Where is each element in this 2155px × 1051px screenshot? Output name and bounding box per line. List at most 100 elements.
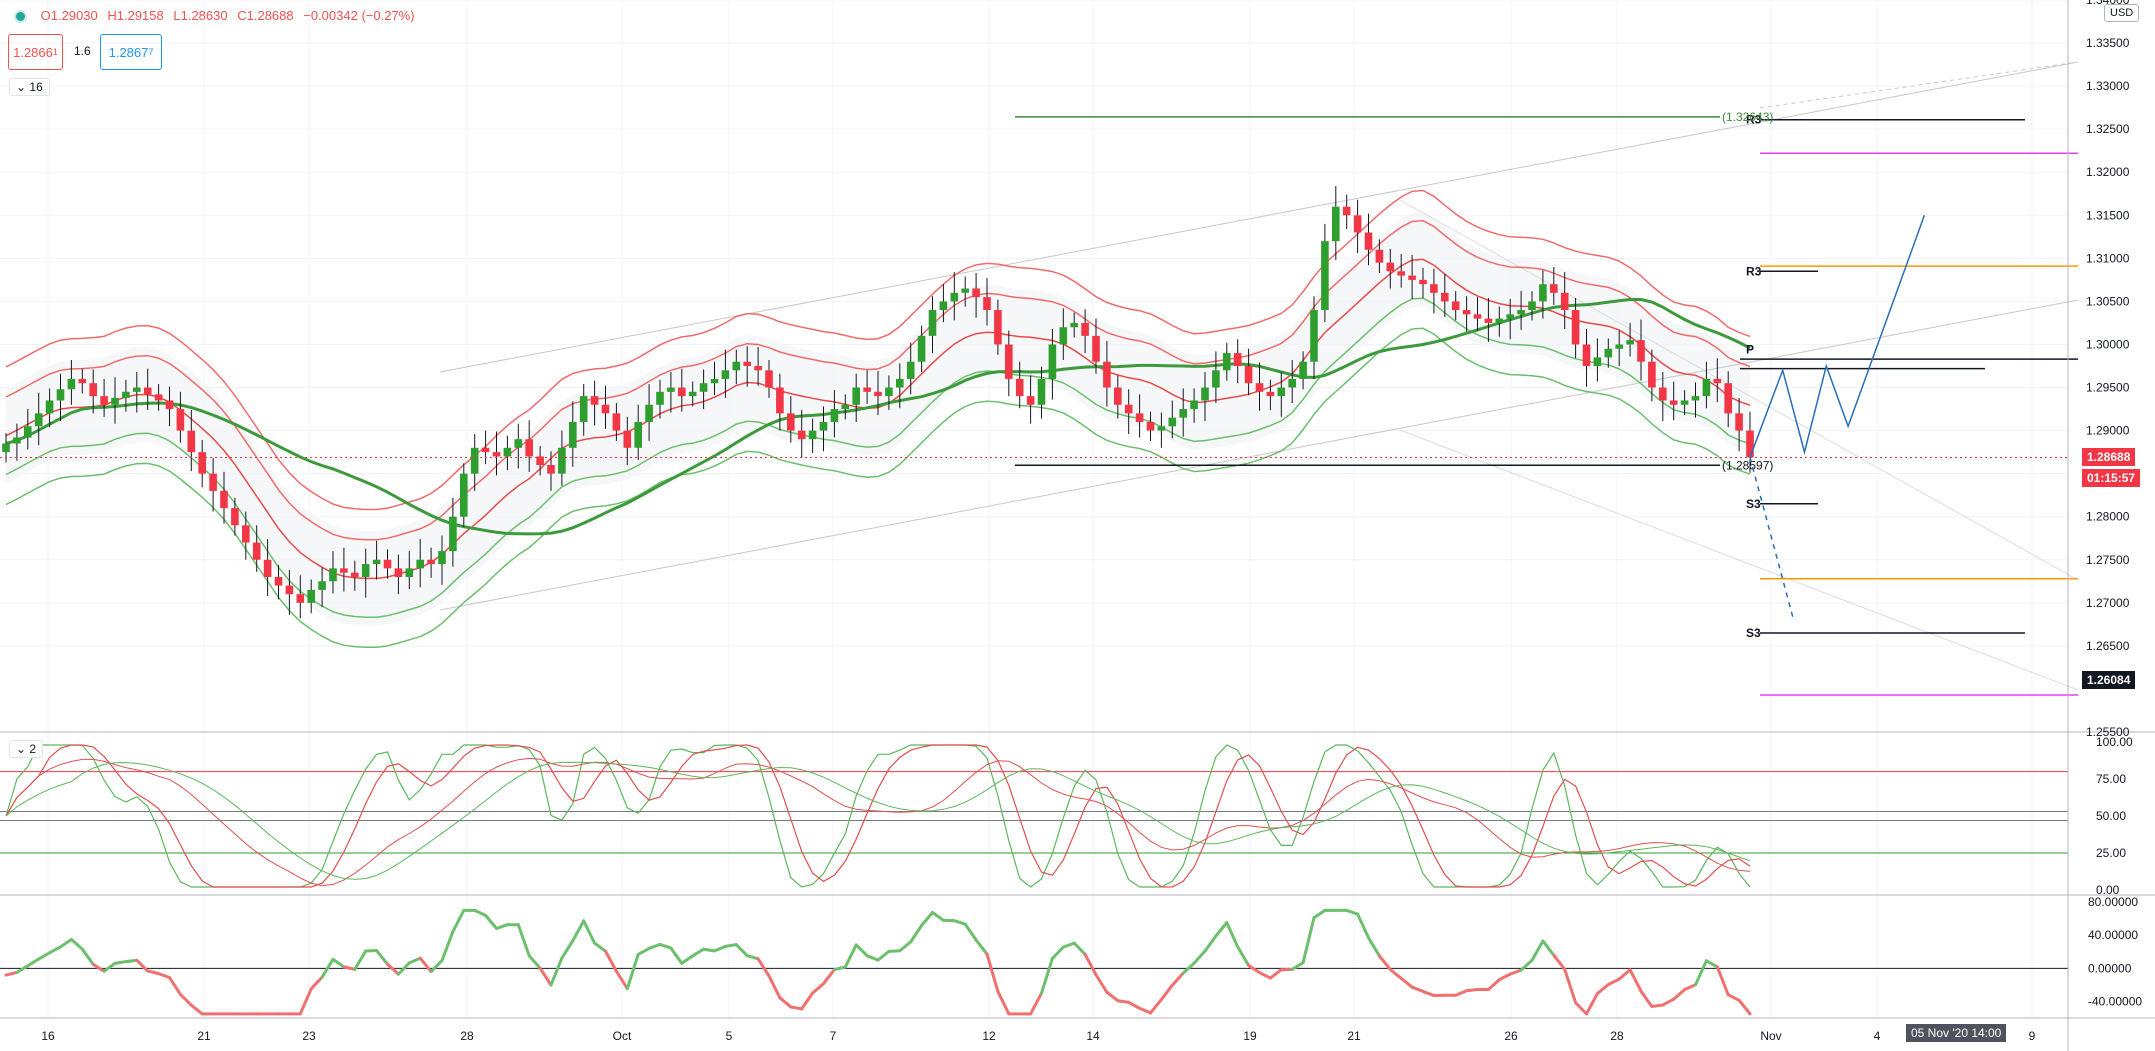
candle-body: [1626, 340, 1634, 345]
candle-body: [165, 400, 174, 410]
momentum-segment: [931, 910, 945, 922]
momentum-segment: [1061, 941, 1076, 949]
currency-button[interactable]: USD: [2104, 4, 2140, 22]
mom-tick-label: -40.00000: [2088, 994, 2142, 1008]
momentum-segment: [1606, 977, 1621, 987]
candle-body: [1364, 232, 1373, 250]
time-tick-label: 26: [1504, 1029, 1518, 1043]
candle-body: [1386, 262, 1395, 272]
momentum-segment: [1149, 998, 1163, 1015]
outer-upper-band: [5, 189, 1751, 511]
main-pane-collapse-button[interactable]: ⌄ 16: [9, 78, 50, 96]
momentum-segment: [1040, 957, 1054, 995]
candle-body: [1233, 353, 1242, 366]
candle-body: [830, 409, 839, 422]
price-tick-label: 1.26500: [2086, 639, 2130, 653]
mom-tick-label: 0.00000: [2088, 961, 2132, 975]
momentum-segment: [985, 952, 1000, 994]
momentum-segment: [571, 919, 586, 943]
momentum-segment: [527, 954, 542, 970]
time-tick-label: 14: [1086, 1029, 1100, 1043]
momentum-segment: [560, 939, 575, 960]
candle-body: [1430, 284, 1438, 293]
momentum-segment: [1639, 989, 1654, 1009]
momentum-segment: [1105, 990, 1120, 1003]
candle-body: [416, 559, 424, 569]
change-value: −0.00342 (−0.27%): [303, 8, 415, 23]
candle-body: [1528, 301, 1536, 311]
momentum-segment: [1650, 1003, 1665, 1009]
buy-price: 1.2867: [108, 44, 149, 60]
candle-body: [1713, 378, 1722, 384]
candle-body: [1190, 400, 1198, 410]
momentum-segment: [745, 954, 760, 961]
sell-button[interactable]: 1.2866 1: [8, 34, 63, 70]
candle-body: [1604, 348, 1613, 358]
candle-body: [558, 447, 566, 474]
candle-body: [906, 361, 915, 379]
candle-body: [481, 447, 490, 453]
candle-body: [841, 404, 850, 410]
osc-tick-label: 100.00: [2096, 735, 2133, 749]
candle-body: [67, 378, 76, 390]
candle-body: [1179, 409, 1187, 418]
price-tick-label: 1.32500: [2086, 122, 2130, 136]
momentum-segment: [473, 908, 488, 917]
candle-body: [1092, 335, 1100, 362]
momentum-segment: [135, 958, 150, 973]
momentum-segment: [1497, 972, 1512, 982]
candle-body: [819, 421, 828, 431]
r3-top-label: R3: [1746, 113, 1762, 127]
momentum-segment: [1225, 921, 1240, 949]
candle-body: [1550, 284, 1558, 293]
projection-dashed: [1749, 457, 1795, 621]
osc-tick-label: 0.00: [2096, 883, 2120, 897]
candle-body: [1451, 301, 1460, 311]
candle-body: [1441, 292, 1449, 302]
momentum-segment: [1715, 965, 1730, 997]
momentum-segment: [1617, 968, 1632, 981]
momentum-segment: [614, 969, 629, 991]
buy-button[interactable]: 1.2867 7: [100, 34, 162, 70]
momentum-segment: [1726, 993, 1741, 1002]
momentum-segment: [451, 908, 466, 934]
candles: [2, 186, 1754, 619]
momentum-segment: [1203, 934, 1218, 953]
osc-k-line: [5, 744, 1751, 888]
sell-price-sup: 1: [52, 47, 58, 57]
osc-tick-label: 75.00: [2096, 772, 2126, 786]
momentum-segment: [4, 970, 19, 977]
momentum-segment: [26, 957, 41, 968]
candle-body: [100, 396, 108, 405]
candle-body: [1473, 314, 1482, 319]
momentum-segment: [909, 924, 924, 944]
time-tick-label: 16: [41, 1029, 55, 1043]
chevron-down-icon: ⌄: [16, 80, 27, 94]
candle-body: [601, 404, 610, 414]
candle-body: [874, 391, 882, 397]
candle-body: [1615, 344, 1623, 349]
candle-body: [1212, 370, 1220, 388]
momentum-segment: [69, 938, 84, 951]
candle-body: [252, 542, 261, 560]
candle-body: [1375, 249, 1384, 263]
candle-body: [220, 490, 228, 509]
candle-body: [427, 559, 435, 565]
candle-body: [678, 387, 686, 397]
osc-pane-collapse-button[interactable]: ⌄ 2: [9, 740, 44, 758]
candle-body: [13, 437, 21, 444]
momentum-segment: [1574, 1001, 1588, 1016]
momentum-segment: [1029, 991, 1043, 1016]
trend-channel: [439, 61, 2079, 691]
candle-body: [1539, 284, 1547, 302]
candle-body: [154, 394, 163, 401]
momentum-segment: [898, 940, 913, 953]
momentum-segment: [778, 996, 793, 1009]
candle-body: [198, 452, 206, 474]
candle-body: [231, 508, 239, 526]
momentum-segment: [734, 943, 749, 958]
momentum-segment: [843, 943, 858, 969]
candle-body: [187, 430, 196, 453]
projection-path: [1749, 215, 1926, 458]
